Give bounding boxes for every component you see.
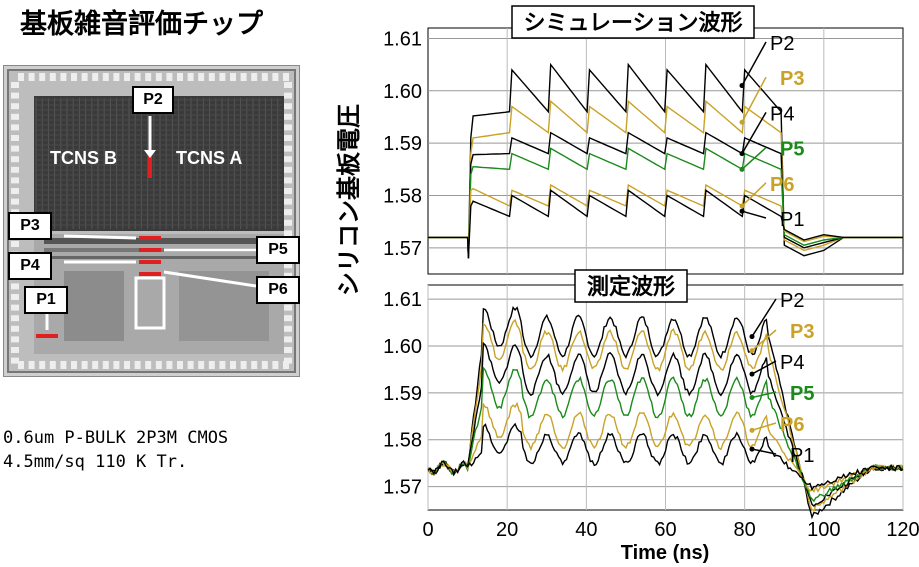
probe-label-p4: P4 [8, 252, 52, 280]
series-leader-tip [749, 348, 755, 354]
figure-title: 基板雑音評価チップ [20, 9, 263, 40]
ytick-label: 1.58 [383, 430, 422, 452]
series-leader-p6 [741, 182, 767, 207]
xtick-label: 0 [422, 519, 433, 541]
ytick-label: 1.57 [383, 238, 422, 260]
series-leader-tip [749, 395, 755, 400]
meas-chart-title: 測定波形 [587, 274, 675, 300]
x-axis-label: Time (ns) [621, 542, 710, 564]
series-leader-p1 [751, 448, 777, 455]
series-label-p4: P4 [780, 352, 804, 374]
series-leader-p4 [741, 112, 767, 154]
ytick-label: 1.61 [383, 289, 422, 311]
meas-title-box [574, 269, 688, 303]
series-label-p3: P3 [780, 68, 804, 90]
series-label-p1: P1 [780, 209, 804, 231]
series-label-p6: P6 [770, 174, 794, 196]
xtick-label: 40 [575, 519, 597, 541]
series-label-p2: P2 [770, 33, 794, 55]
tcns-b-label: TCNS B [50, 148, 117, 168]
probe-label-p5: P5 [256, 236, 300, 264]
xtick-label: 20 [496, 519, 518, 541]
series-line-p4 [427, 341, 904, 507]
sim-chart-series-labels: P2 P3 P4 P5 P6 P1 [739, 33, 804, 231]
chip-drawing [7, 69, 296, 373]
series-label-p3: P3 [790, 321, 814, 343]
series-line-p5 [427, 366, 904, 503]
series-line-p6 [427, 401, 904, 493]
meas-chart-series [427, 305, 904, 520]
series-leader-p1 [741, 210, 767, 219]
series-label-p6: P6 [780, 414, 804, 436]
ytick-label: 1.59 [383, 383, 422, 405]
ytick-label: 1.61 [383, 28, 422, 50]
xtick-label: 100 [807, 519, 840, 541]
series-leader-tip [739, 208, 745, 214]
series-line-p3 [427, 318, 904, 513]
meas-chart-xtick-labels: 0 20 40 60 80 100 120 [422, 519, 919, 541]
series-leader-tip [739, 83, 745, 89]
series-leader-tip [739, 119, 745, 125]
tcns-a-label: TCNS A [176, 148, 243, 168]
sim-chart-ytick-labels: 1.57 1.58 1.59 1.60 1.61 [383, 28, 422, 259]
process-description: 0.6um P-BULK 2P3M CMOS [3, 428, 229, 448]
series-leader-p2 [751, 298, 777, 337]
series-leader-tip [749, 334, 755, 340]
series-label-p4: P4 [770, 103, 794, 125]
chip-micrograph: TCNS B TCNS A P2 P3 P4 P5 P6 P1 [3, 65, 300, 377]
series-leader-tip [749, 446, 755, 452]
series-line-p2 [427, 305, 904, 520]
series-leader-p4 [751, 360, 777, 375]
xtick-label: 60 [654, 519, 676, 541]
series-leader-p2 [741, 41, 767, 86]
probe-label-p3: P3 [8, 212, 52, 240]
sim-chart-title: シミュレーション波形 [523, 11, 742, 36]
meas-chart-series-labels: P2 P3 P4 P5 P6 P1 [749, 290, 814, 467]
sim-title-box [511, 5, 755, 39]
series-leader-tip [749, 371, 755, 377]
xtick-label: 80 [734, 519, 756, 541]
meas-chart-ytick-labels: 1.57 1.58 1.59 1.60 1.61 [383, 289, 422, 499]
ytick-label: 1.60 [383, 336, 422, 358]
series-line-p1 [427, 422, 904, 491]
xtick-label: 120 [886, 519, 919, 541]
series-leader-tip [739, 166, 745, 172]
series-label-p2: P2 [780, 290, 804, 312]
series-leader-tip [749, 427, 755, 433]
series-label-p5: P5 [790, 383, 814, 405]
series-leader-p6 [751, 422, 777, 432]
series-label-p5: P5 [780, 139, 804, 161]
series-leader-p5 [751, 391, 777, 399]
probe-label-p2: P2 [132, 86, 174, 114]
series-label-p1: P1 [790, 445, 814, 467]
series-leader-p5 [741, 147, 767, 170]
y-axis-label: シリコン基板電圧 [335, 104, 363, 296]
series-leader-p3 [751, 329, 777, 352]
probe-label-p6: P6 [256, 276, 300, 304]
die-description: 4.5mm/sq 110 K Tr. [3, 452, 188, 472]
ytick-label: 1.60 [383, 81, 422, 103]
probe-label-p1: P1 [24, 286, 68, 314]
ytick-label: 1.58 [383, 185, 422, 207]
series-line-p1 [428, 189, 903, 259]
series-leader-p3 [741, 76, 767, 123]
ytick-label: 1.57 [383, 477, 422, 499]
ytick-label: 1.59 [383, 133, 422, 155]
sim-chart-series [428, 62, 903, 259]
series-leader-tip [739, 203, 745, 209]
series-leader-tip [739, 151, 745, 157]
